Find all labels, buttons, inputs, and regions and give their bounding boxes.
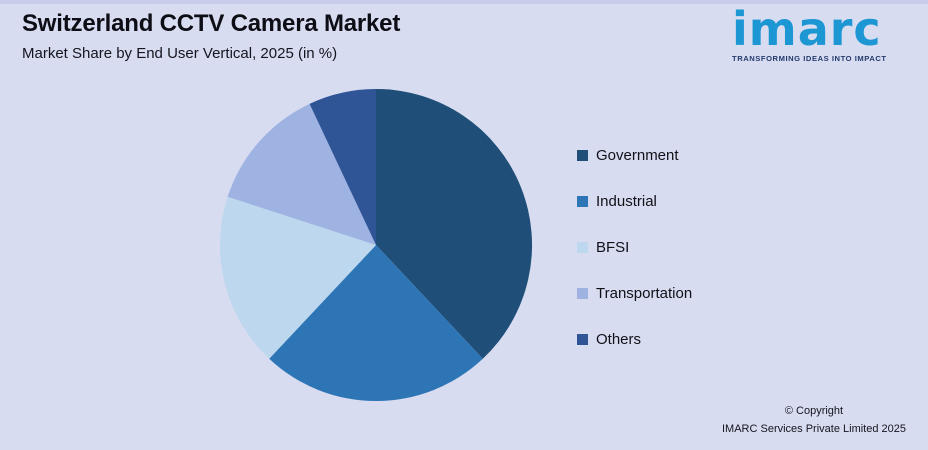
pie-slice-industrial <box>269 245 483 402</box>
pie-slice-transportation <box>227 103 376 246</box>
legend-label: BFSI <box>596 238 630 256</box>
legend-label: Industrial <box>596 192 657 210</box>
legend: Government Industrial BFSI Transportation Ot… <box>577 146 692 348</box>
legend-item-bfsi: BFSI <box>577 238 692 256</box>
pie-slice-bfsi <box>219 196 376 359</box>
pie-chart <box>218 87 534 403</box>
legend-marker-icon <box>577 333 588 345</box>
legend-marker-icon <box>577 287 588 299</box>
legend-item-others: Others <box>577 330 692 348</box>
legend-marker-icon <box>577 195 588 207</box>
copyright: © Copyright IMARC Services Private Limit… <box>722 402 906 439</box>
legend-label: Government <box>596 146 679 164</box>
legend-item-transportation: Transportation <box>577 284 692 302</box>
legend-label: Others <box>596 330 642 348</box>
page-subtitle: Market Share by End User Vertical, 2025 … <box>22 45 338 62</box>
legend-marker-icon <box>577 241 588 253</box>
legend-item-industrial: Industrial <box>577 192 692 210</box>
pie-slice-government <box>376 88 533 359</box>
imarc-logo-tagline: TRANSFORMING IDEAS INTO IMPACT <box>732 54 887 63</box>
copyright-line1: © Copyright <box>784 404 844 417</box>
pie-slice-others <box>309 88 376 245</box>
imarc-logo: imarc TRANSFORMING IDEAS INTO IMPACT <box>732 6 912 63</box>
legend-marker-icon <box>577 149 588 161</box>
pie-chart-svg <box>219 88 533 402</box>
page-title: Switzerland CCTV Camera Market <box>22 10 401 37</box>
copyright-line2: IMARC Services Private Limited 2025 <box>721 423 906 436</box>
top-accent-bar <box>0 0 928 4</box>
legend-label: Transportation <box>596 284 693 302</box>
legend-item-government: Government <box>577 146 692 164</box>
imarc-logo-text: imarc <box>732 2 882 56</box>
